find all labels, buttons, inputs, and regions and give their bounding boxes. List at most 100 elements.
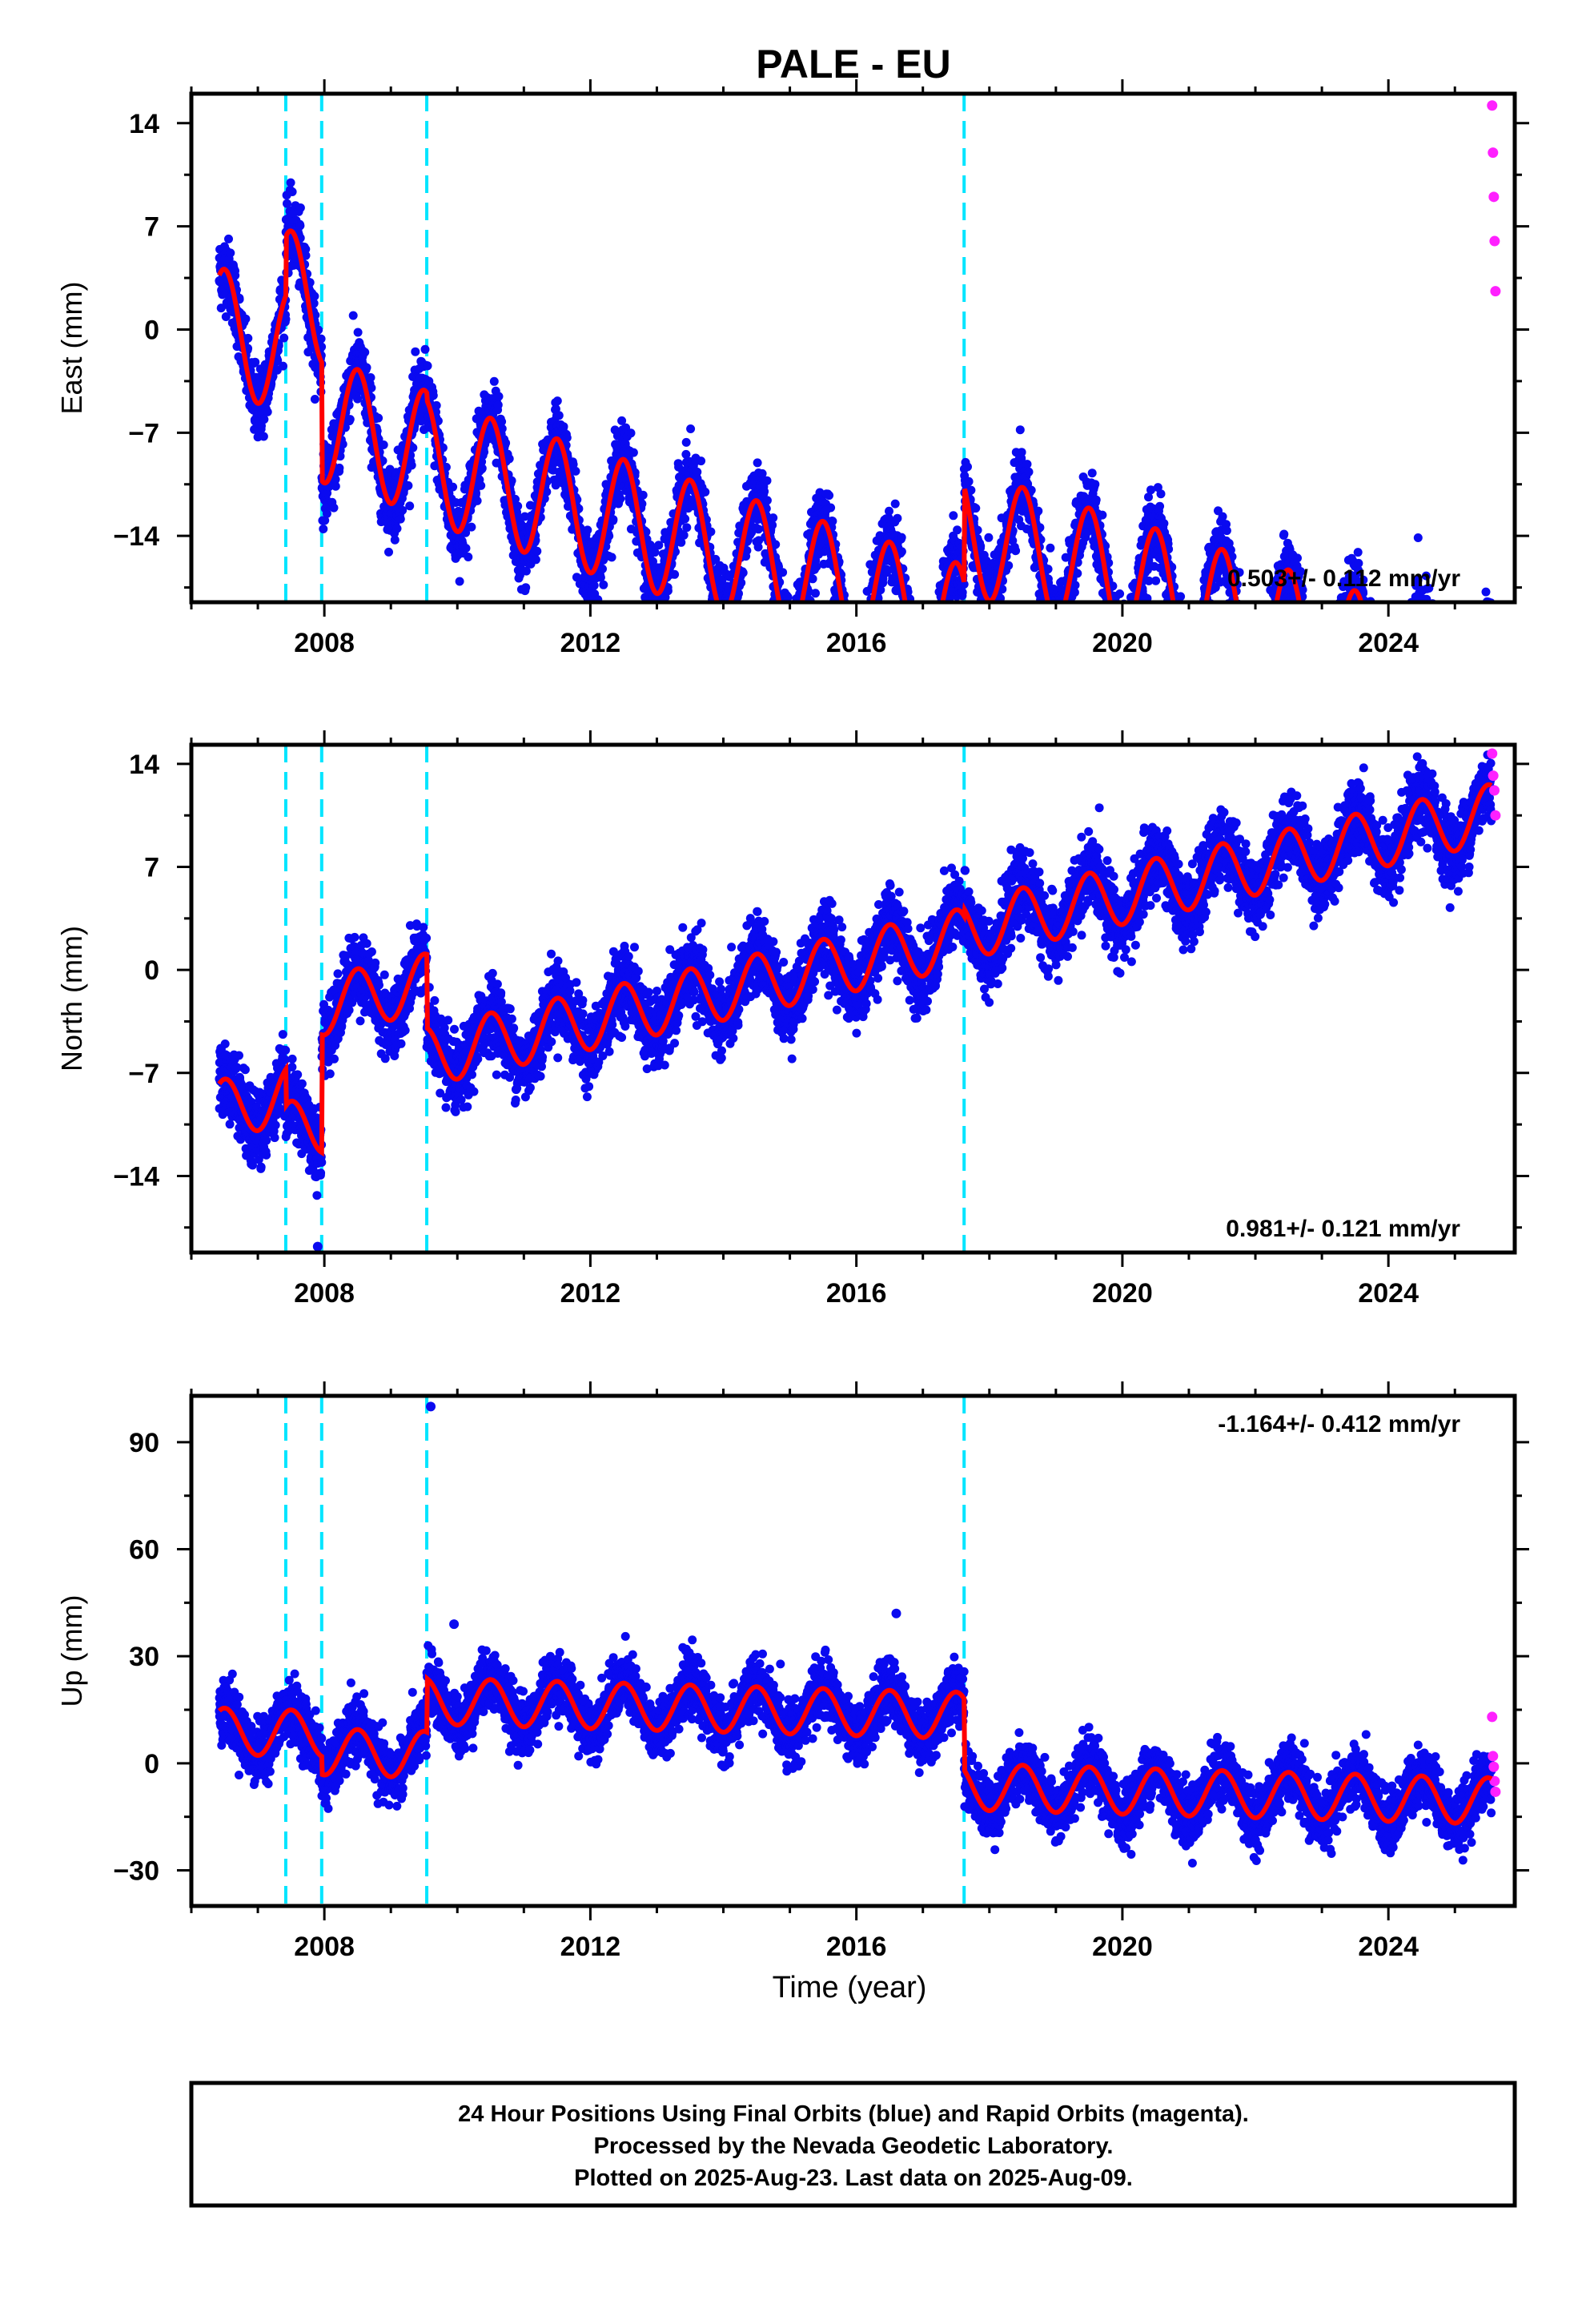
final-point: [788, 633, 797, 642]
final-point: [913, 686, 921, 694]
final-point: [781, 607, 789, 616]
final-point: [960, 605, 969, 614]
final-point: [917, 666, 926, 675]
final-point: [912, 633, 921, 642]
final-point: [911, 640, 920, 649]
final-point: [856, 678, 865, 687]
final-point: [322, 509, 331, 518]
final-point: [778, 647, 787, 656]
final-point: [713, 613, 722, 622]
final-point: [913, 686, 922, 694]
final-point: [914, 678, 923, 687]
final-point: [929, 657, 938, 665]
final-point: [1050, 633, 1059, 642]
final-point: [912, 652, 921, 661]
final-point: [924, 662, 933, 671]
final-point: [919, 686, 928, 695]
final-point: [461, 528, 471, 537]
final-point: [1034, 506, 1043, 516]
final-point: [994, 610, 1002, 619]
final-point: [905, 625, 913, 633]
final-point: [930, 684, 938, 693]
final-point: [428, 391, 438, 400]
final-point: [1053, 646, 1062, 655]
final-point: [984, 533, 994, 542]
final-point: [901, 605, 909, 614]
final-point: [920, 675, 929, 684]
final-point: [1054, 614, 1063, 623]
final-point: [1046, 604, 1055, 613]
final-point: [793, 618, 802, 627]
final-point: [930, 641, 938, 650]
final-point: [861, 609, 870, 618]
final-point: [838, 605, 847, 614]
final-point: [1122, 665, 1131, 673]
final-point: [686, 424, 696, 433]
final-point: [919, 663, 928, 672]
final-point: [937, 610, 946, 619]
final-point: [926, 640, 934, 649]
final-point: [930, 628, 939, 637]
final-point: [348, 311, 358, 320]
final-point: [905, 645, 914, 653]
final-point: [783, 627, 792, 636]
final-point: [1052, 620, 1061, 629]
final-point: [927, 688, 936, 697]
final-point: [464, 553, 473, 561]
final-point: [861, 619, 870, 628]
final-point: [580, 613, 589, 622]
final-point: [908, 632, 917, 641]
final-point: [513, 501, 523, 511]
final-point: [562, 433, 572, 443]
final-point: [921, 663, 930, 672]
final-point: [727, 617, 736, 626]
final-point: [1115, 618, 1124, 627]
final-point: [241, 314, 251, 324]
final-point: [799, 625, 808, 634]
final-point: [912, 681, 921, 690]
final-point: [931, 631, 940, 640]
final-point: [804, 607, 813, 616]
final-point: [554, 411, 564, 420]
final-point: [520, 512, 529, 521]
final-point: [729, 615, 737, 624]
final-point: [1098, 510, 1107, 520]
final-point: [863, 617, 872, 625]
final-point: [909, 636, 918, 645]
final-point: [1070, 581, 1080, 590]
final-point: [927, 665, 936, 674]
final-point: [902, 633, 911, 641]
final-point: [853, 658, 861, 667]
final-point: [949, 511, 958, 521]
final-point: [849, 617, 857, 625]
final-point: [922, 631, 931, 640]
final-point: [314, 325, 323, 335]
final-point: [1120, 619, 1129, 628]
final-point: [713, 613, 721, 621]
final-point: [1106, 603, 1115, 612]
final-point: [1015, 425, 1025, 435]
final-point: [930, 613, 938, 622]
final-point: [790, 645, 799, 654]
final-point: [907, 607, 916, 616]
final-point: [785, 628, 794, 637]
final-point: [607, 553, 616, 562]
final-point: [783, 635, 792, 644]
final-point: [990, 605, 999, 614]
final-point: [869, 619, 877, 628]
final-point: [913, 647, 922, 656]
final-point: [904, 622, 913, 631]
final-point: [921, 647, 930, 656]
final-point: [934, 637, 942, 645]
final-point: [726, 620, 735, 629]
final-point: [279, 333, 289, 343]
final-point: [782, 632, 791, 641]
final-point: [448, 482, 458, 492]
final-point: [793, 616, 802, 625]
final-point: [789, 621, 798, 630]
final-point: [787, 621, 796, 629]
final-point: [438, 443, 448, 452]
final-point: [719, 618, 728, 627]
final-point: [1051, 615, 1060, 624]
final-point: [865, 611, 873, 620]
